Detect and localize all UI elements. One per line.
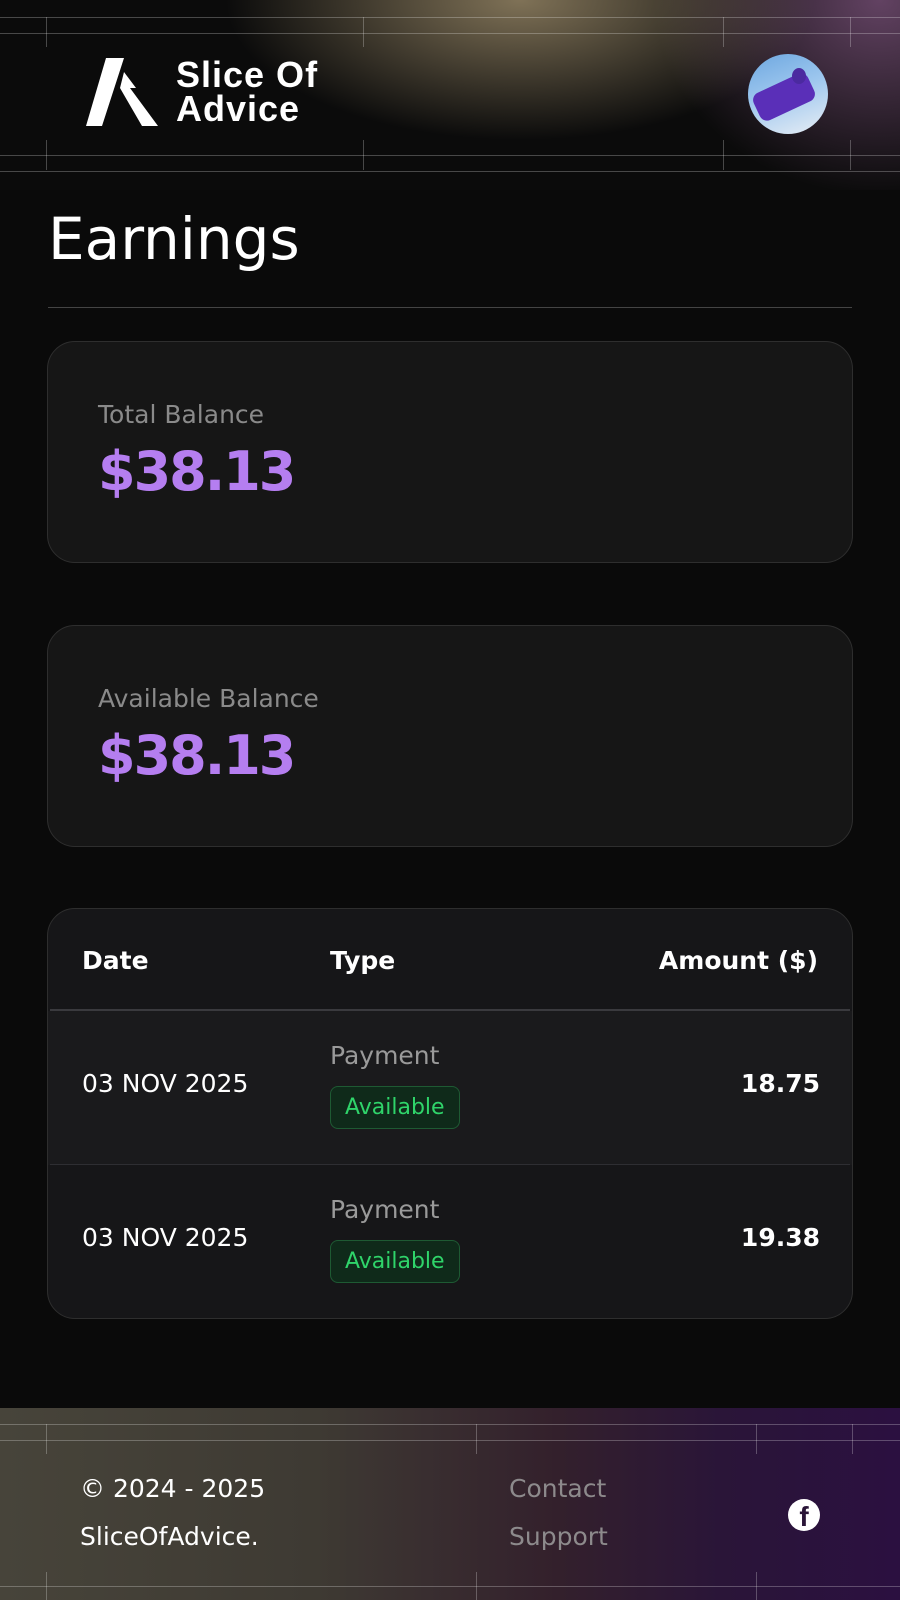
available-balance-value: $38.13 — [98, 724, 296, 787]
total-balance-label: Total Balance — [98, 400, 265, 429]
brand-name: SliceOfAdvice. — [80, 1522, 259, 1551]
header: Slice Of Advice — [0, 0, 900, 190]
logo[interactable]: Slice Of Advice — [86, 54, 319, 129]
divider — [48, 307, 852, 308]
grid-line — [46, 1424, 47, 1454]
avatar-image — [750, 70, 818, 124]
row-amount: 18.75 — [740, 1069, 820, 1098]
row-date: 03 NOV 2025 — [82, 1069, 249, 1098]
page-title: Earnings — [48, 205, 300, 273]
grid-line — [0, 1424, 900, 1425]
header-divider — [50, 1009, 850, 1011]
row-amount: 19.38 — [740, 1223, 820, 1252]
grid-line — [852, 1424, 853, 1454]
grid-line — [723, 17, 724, 47]
table-row: 03 NOV 2025 Payment Available 18.75 — [48, 1011, 852, 1165]
row-type: Payment — [330, 1195, 440, 1224]
column-header-amount: Amount ($) — [658, 946, 818, 975]
grid-line — [46, 1572, 47, 1600]
logo-text: Slice Of Advice — [176, 54, 319, 129]
support-link[interactable]: Support — [509, 1522, 608, 1551]
logo-mark-icon — [86, 58, 158, 126]
avatar-image-detail — [792, 68, 806, 84]
contact-link[interactable]: Contact — [509, 1474, 607, 1503]
available-balance-label: Available Balance — [98, 684, 319, 713]
grid-line — [0, 1586, 900, 1587]
grid-line — [850, 17, 851, 47]
total-balance-value: $38.13 — [98, 440, 296, 503]
avatar[interactable] — [748, 54, 828, 134]
column-header-date: Date — [82, 946, 149, 975]
grid-line — [363, 17, 364, 47]
grid-line — [0, 155, 900, 156]
facebook-icon[interactable]: f — [788, 1499, 820, 1531]
row-divider — [50, 1164, 850, 1165]
grid-line — [756, 1424, 757, 1454]
grid-line — [0, 17, 900, 18]
column-header-type: Type — [330, 946, 396, 975]
footer: © 2024 - 2025 SliceOfAdvice. Contact Sup… — [0, 1408, 900, 1600]
earnings-table: Date Type Amount ($) 03 NOV 2025 Payment… — [47, 908, 853, 1319]
grid-line — [756, 1572, 757, 1600]
grid-line — [0, 33, 900, 34]
grid-line — [0, 171, 900, 172]
logo-line-2: Advice — [176, 88, 301, 129]
grid-line — [476, 1424, 477, 1454]
grid-line — [46, 140, 47, 170]
grid-line — [476, 1572, 477, 1600]
status-badge: Available — [330, 1086, 460, 1129]
status-badge: Available — [330, 1240, 460, 1283]
grid-line — [850, 140, 851, 170]
grid-line — [363, 140, 364, 170]
total-balance-card: Total Balance $38.13 — [47, 341, 853, 563]
row-date: 03 NOV 2025 — [82, 1223, 249, 1252]
logo-line-1: Slice Of — [176, 54, 319, 95]
copyright: © 2024 - 2025 — [80, 1474, 266, 1503]
available-balance-card: Available Balance $38.13 — [47, 625, 853, 847]
row-type: Payment — [330, 1041, 440, 1070]
grid-line — [46, 17, 47, 47]
table-row: 03 NOV 2025 Payment Available 19.38 — [48, 1165, 852, 1318]
grid-line — [723, 140, 724, 170]
grid-line — [0, 1440, 900, 1441]
